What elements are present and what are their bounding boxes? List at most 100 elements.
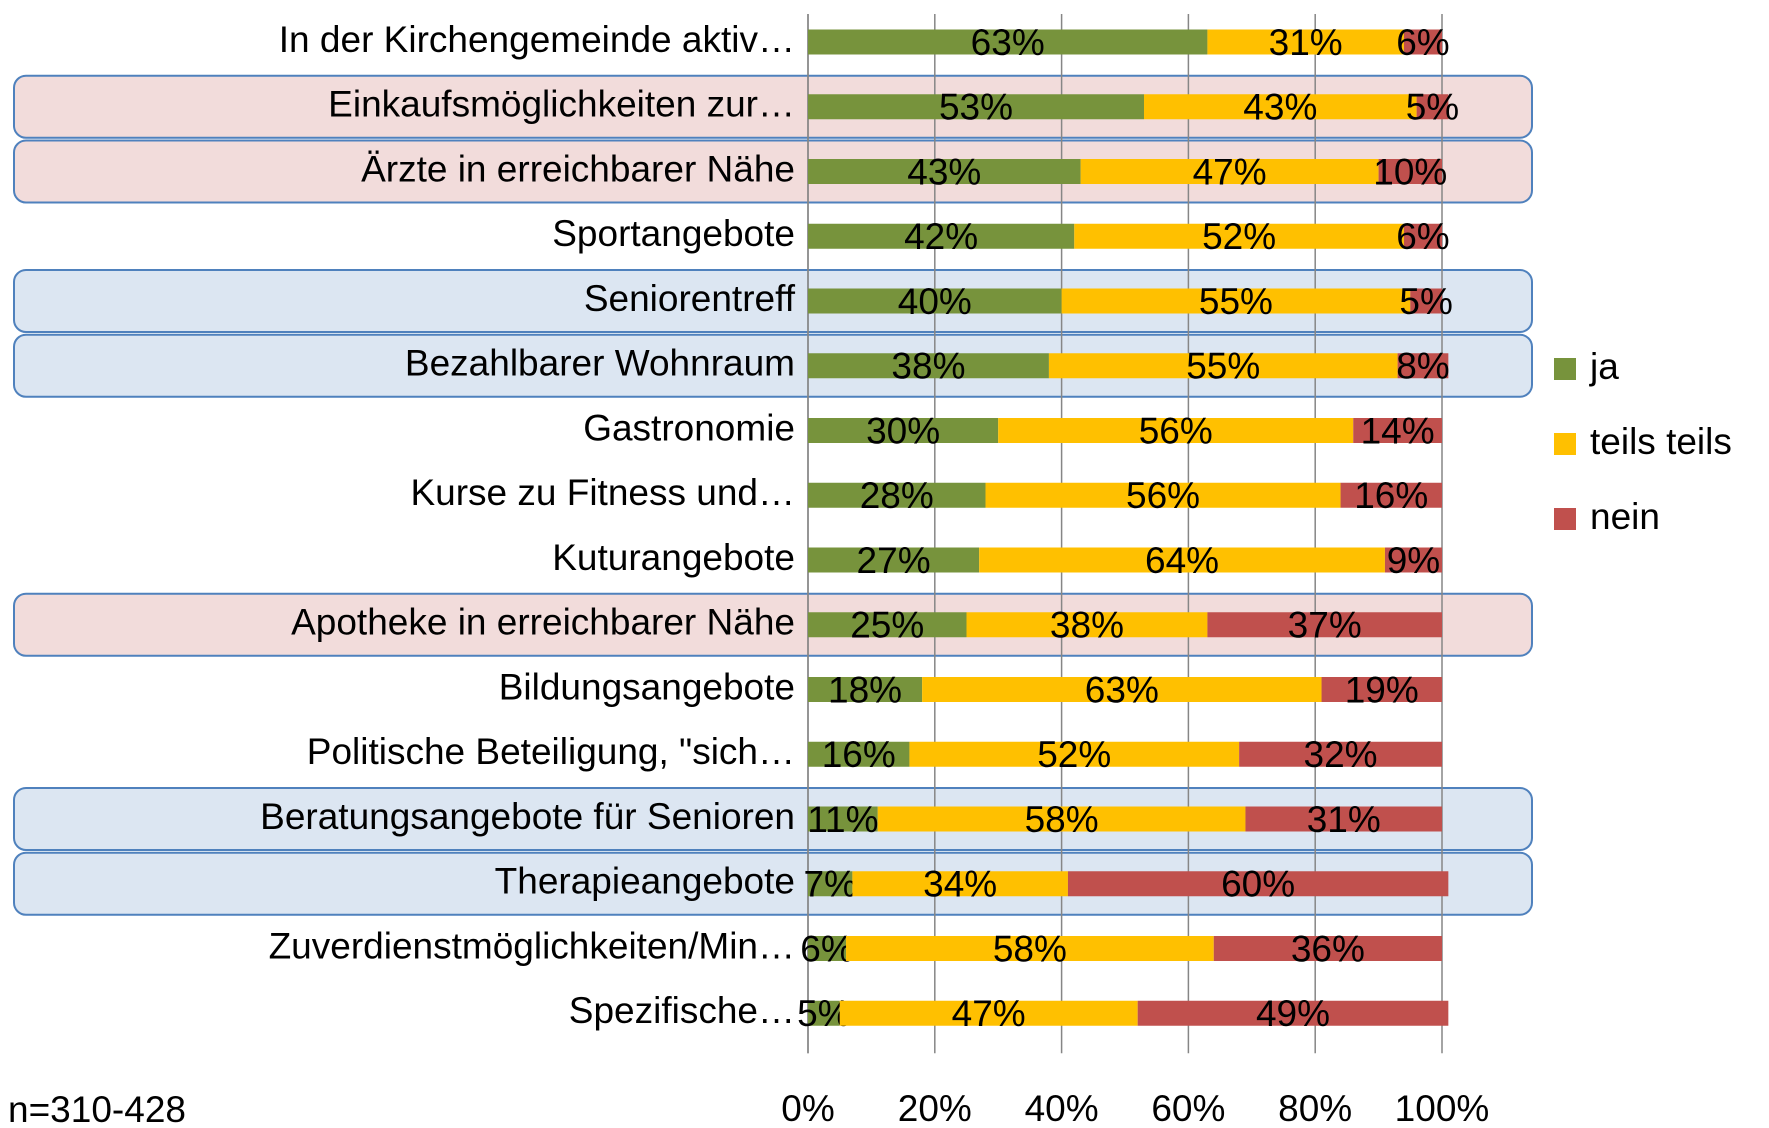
bar-segment (839, 1000, 1138, 1026)
category-label: Bildungsangebote (499, 666, 795, 707)
highlight-box (13, 592, 1533, 657)
highlight-layer (13, 74, 1533, 916)
data-label: 55% (1199, 281, 1273, 322)
bar-segment (808, 871, 853, 897)
legend-swatch (1554, 508, 1576, 530)
bar-segment (808, 936, 847, 961)
bar-segment (808, 677, 923, 702)
data-label: 14% (1361, 410, 1435, 451)
data-label: 25% (850, 605, 924, 646)
bar-segment (808, 418, 999, 443)
bar-segment (1397, 353, 1449, 379)
data-label: 27% (857, 540, 931, 581)
data-label: 10% (1373, 151, 1447, 192)
data-label: 34% (923, 864, 997, 905)
x-tick-label: 100% (1395, 1088, 1490, 1128)
data-label: 56% (1139, 410, 1213, 451)
bar-segment (808, 94, 1145, 120)
bar-segment (808, 223, 1075, 249)
data-label: 47% (952, 993, 1026, 1034)
bar-segment (808, 288, 1062, 314)
data-label: 60% (1221, 864, 1295, 905)
bar-segment (1403, 29, 1442, 55)
bar-segment (998, 418, 1354, 443)
legend-label: teils teils (1590, 421, 1732, 462)
data-label: 31% (1269, 22, 1343, 63)
bar-segment (1144, 94, 1417, 120)
data-label: 58% (1025, 799, 1099, 840)
data-label: 28% (860, 475, 934, 516)
note: n=310-428 (8, 1089, 186, 1128)
category-label: Sportangebote (552, 213, 795, 254)
highlight-box (13, 851, 1533, 916)
x-tick-label: 20% (898, 1088, 972, 1128)
data-label: 16% (822, 734, 896, 775)
bar-segment (979, 547, 1385, 573)
category-label: Bezahlbarer Wohnraum (405, 343, 795, 384)
category-label: Seniorentreff (584, 278, 796, 319)
data-label: 7% (803, 864, 856, 905)
bar-segment (1321, 677, 1442, 702)
legend-label: ja (1589, 346, 1619, 387)
x-tick-label: 80% (1278, 1088, 1352, 1128)
data-label: 63% (1085, 669, 1159, 710)
category-label: Politische Beteiligung, "sich… (307, 731, 795, 772)
bar-segment (808, 353, 1049, 379)
category-label: Kuturangebote (552, 537, 795, 578)
legend-swatch (1554, 358, 1576, 380)
data-label: 36% (1291, 928, 1365, 969)
data-label: 55% (1186, 346, 1260, 387)
data-label: 56% (1126, 475, 1200, 516)
category-label: Apotheke in erreichbarer Nähe (291, 602, 795, 643)
bar-segment (1416, 94, 1449, 120)
data-label: 9% (1387, 540, 1440, 581)
highlight-box (13, 333, 1533, 398)
bar-segment (808, 741, 910, 767)
data-label: 37% (1288, 605, 1362, 646)
bar-segment (1403, 223, 1442, 249)
data-label: 19% (1345, 669, 1419, 710)
bar-segment (1067, 871, 1449, 897)
bar-segment (808, 159, 1081, 184)
highlight-box (13, 139, 1533, 204)
bar-segment (985, 482, 1341, 508)
category-label: Spezifische… (569, 990, 795, 1031)
data-label: 11% (807, 799, 878, 840)
data-label: 53% (939, 87, 1013, 128)
data-label: 42% (904, 216, 978, 257)
bar-segment (808, 1000, 840, 1026)
legend-swatch (1554, 433, 1576, 455)
data-label: 43% (1243, 87, 1317, 128)
data-label: 64% (1145, 540, 1219, 581)
bar-segment (1074, 223, 1404, 249)
data-label: 63% (971, 22, 1045, 63)
bar-segment (808, 547, 980, 573)
data-label: 49% (1256, 993, 1330, 1034)
bar-segment (852, 871, 1068, 897)
bar-segment (877, 806, 1246, 832)
category-label: Therapieangebote (495, 861, 795, 902)
bar-segment (1410, 288, 1442, 314)
bar-segment (1353, 418, 1442, 443)
highlight-box (13, 787, 1533, 851)
highlight-box (13, 269, 1533, 333)
bar-segment (1340, 482, 1442, 508)
bar-segment (1239, 741, 1442, 767)
data-label: 38% (891, 346, 965, 387)
data-label: 8% (1396, 346, 1449, 387)
data-label: 52% (1202, 216, 1276, 257)
data-label: 52% (1037, 734, 1111, 775)
data-label: 40% (898, 281, 972, 322)
bar-segment (1080, 159, 1379, 184)
data-label: 43% (907, 151, 981, 192)
x-tick-label: 60% (1151, 1088, 1225, 1128)
legend-label: nein (1590, 496, 1660, 537)
highlight-box (13, 74, 1533, 139)
x-tick-label: 40% (1025, 1088, 1099, 1128)
category-label: Gastronomie (583, 407, 795, 448)
data-label: 38% (1050, 605, 1124, 646)
x-tick-label: 0% (781, 1088, 834, 1128)
bar-segment (808, 482, 986, 508)
bar-segment (1048, 353, 1398, 379)
